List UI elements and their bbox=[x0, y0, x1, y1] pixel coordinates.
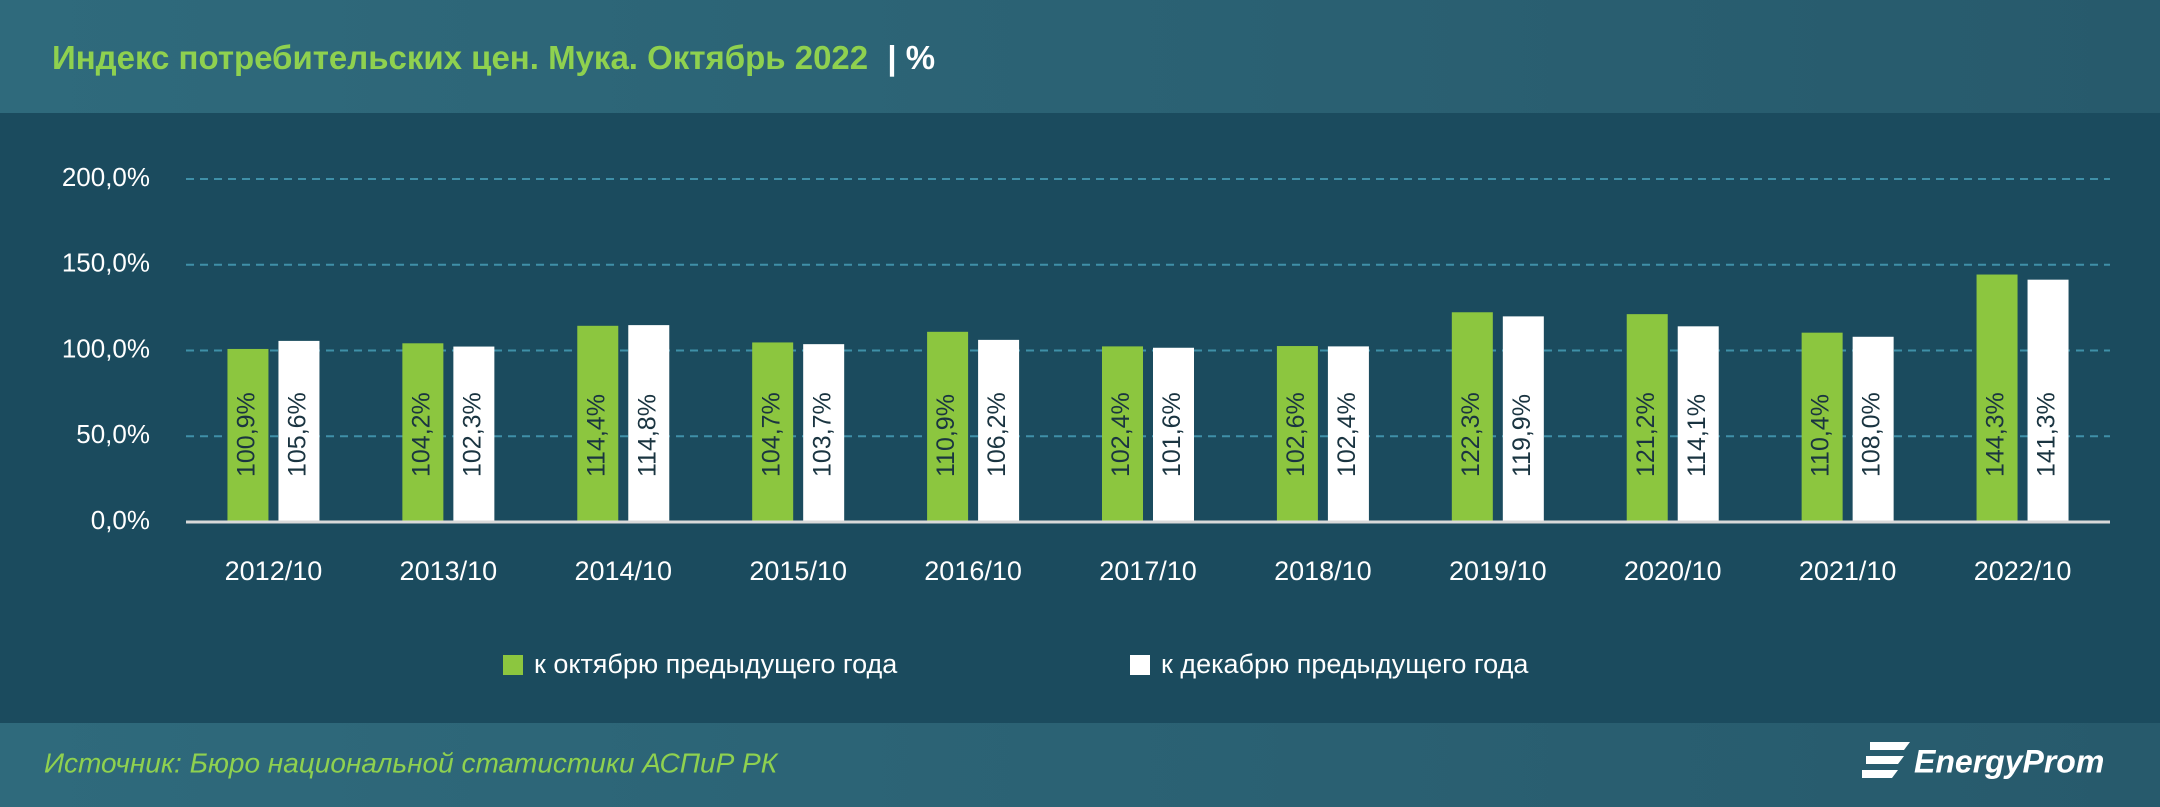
bar bbox=[278, 340, 320, 522]
value-label: 106,2% bbox=[983, 392, 1011, 477]
title-text: Индекс потребительских цен. Мука. Октябр… bbox=[52, 39, 868, 76]
bar bbox=[1852, 336, 1894, 522]
bar bbox=[1102, 346, 1143, 522]
logo-mark bbox=[1862, 742, 1910, 778]
y-tick-label: 100,0% bbox=[62, 333, 150, 363]
bar bbox=[1451, 312, 1493, 522]
y-tick-label: 150,0% bbox=[62, 248, 150, 278]
y-tick-label: 200,0% bbox=[62, 162, 150, 192]
value-label: 100,9% bbox=[233, 392, 261, 477]
legend-swatch bbox=[1130, 655, 1150, 675]
value-label: 102,4% bbox=[1107, 392, 1135, 477]
x-tick-label: 2013/10 bbox=[400, 556, 498, 586]
x-tick-label: 2016/10 bbox=[924, 556, 1022, 586]
title-unit: | % bbox=[887, 39, 935, 76]
logo-icon bbox=[1862, 742, 1910, 778]
x-tick-label: 2020/10 bbox=[1624, 556, 1722, 586]
bar bbox=[227, 348, 269, 522]
logo: EnergyProm bbox=[1914, 743, 2104, 779]
bar bbox=[1801, 332, 1843, 522]
x-tick-label: 2018/10 bbox=[1274, 556, 1372, 586]
value-label: 114,4% bbox=[582, 394, 610, 477]
x-tick-label: 2017/10 bbox=[1099, 556, 1197, 586]
bar bbox=[1626, 314, 1668, 522]
bar bbox=[577, 325, 619, 522]
footer-band bbox=[0, 723, 2160, 807]
source: Источник: Бюро национальной статистики А… bbox=[44, 747, 779, 778]
y-tick-label: 0,0% bbox=[91, 505, 150, 535]
legend-label: к октябрю предыдущего года bbox=[534, 649, 898, 679]
value-label: 119,9% bbox=[1508, 394, 1536, 477]
value-label: 108,0% bbox=[1858, 392, 1886, 477]
bar bbox=[1327, 346, 1369, 522]
bar bbox=[1276, 346, 1318, 522]
header-band bbox=[0, 0, 2160, 113]
x-tick-label: 2021/10 bbox=[1799, 556, 1897, 586]
value-label: 114,8% bbox=[633, 394, 661, 477]
legend-label: к декабрю предыдущего года bbox=[1161, 649, 1529, 679]
value-label: 122,3% bbox=[1457, 392, 1485, 477]
bar bbox=[803, 344, 845, 522]
bar bbox=[1502, 316, 1544, 522]
x-tick-label: 2015/10 bbox=[749, 556, 847, 586]
bar bbox=[453, 346, 495, 522]
value-label: 141,3% bbox=[2033, 392, 2061, 477]
value-label: 114,1% bbox=[1683, 394, 1711, 477]
bar bbox=[402, 343, 444, 522]
value-label: 102,6% bbox=[1282, 392, 1310, 477]
value-label: 103,7% bbox=[808, 392, 836, 477]
y-tick-label: 50,0% bbox=[76, 419, 150, 449]
x-tick-label: 2012/10 bbox=[225, 556, 323, 586]
bar bbox=[978, 339, 1020, 522]
x-tick-label: 2022/10 bbox=[1974, 556, 2072, 586]
value-label: 110,9% bbox=[932, 394, 960, 477]
bar bbox=[2027, 279, 2069, 522]
value-label: 121,2% bbox=[1632, 392, 1660, 477]
bar bbox=[1677, 326, 1719, 522]
value-label: 101,6% bbox=[1158, 392, 1186, 477]
chart-title: Индекс потребительских цен. Мука. Октябр… bbox=[52, 39, 935, 76]
value-label: 102,3% bbox=[458, 392, 486, 477]
bar bbox=[1976, 274, 2018, 522]
x-tick-label: 2019/10 bbox=[1449, 556, 1547, 586]
value-label: 144,3% bbox=[1982, 392, 2010, 477]
value-label: 102,4% bbox=[1333, 392, 1361, 477]
bar bbox=[927, 331, 969, 522]
value-label: 104,2% bbox=[407, 392, 435, 477]
value-label: 110,4% bbox=[1807, 394, 1835, 477]
value-label: 105,6% bbox=[284, 392, 312, 477]
plot: 0,0% 50,0% 100,0% 150,0% 200,0% 100,9% 104,2% 1… bbox=[62, 162, 2110, 679]
plot-band bbox=[0, 113, 2160, 723]
bar bbox=[752, 342, 794, 522]
bar bbox=[1153, 347, 1194, 522]
legend-swatch bbox=[503, 655, 523, 675]
bar bbox=[628, 325, 670, 522]
value-label: 104,7% bbox=[757, 392, 785, 477]
x-tick-label: 2014/10 bbox=[574, 556, 672, 586]
